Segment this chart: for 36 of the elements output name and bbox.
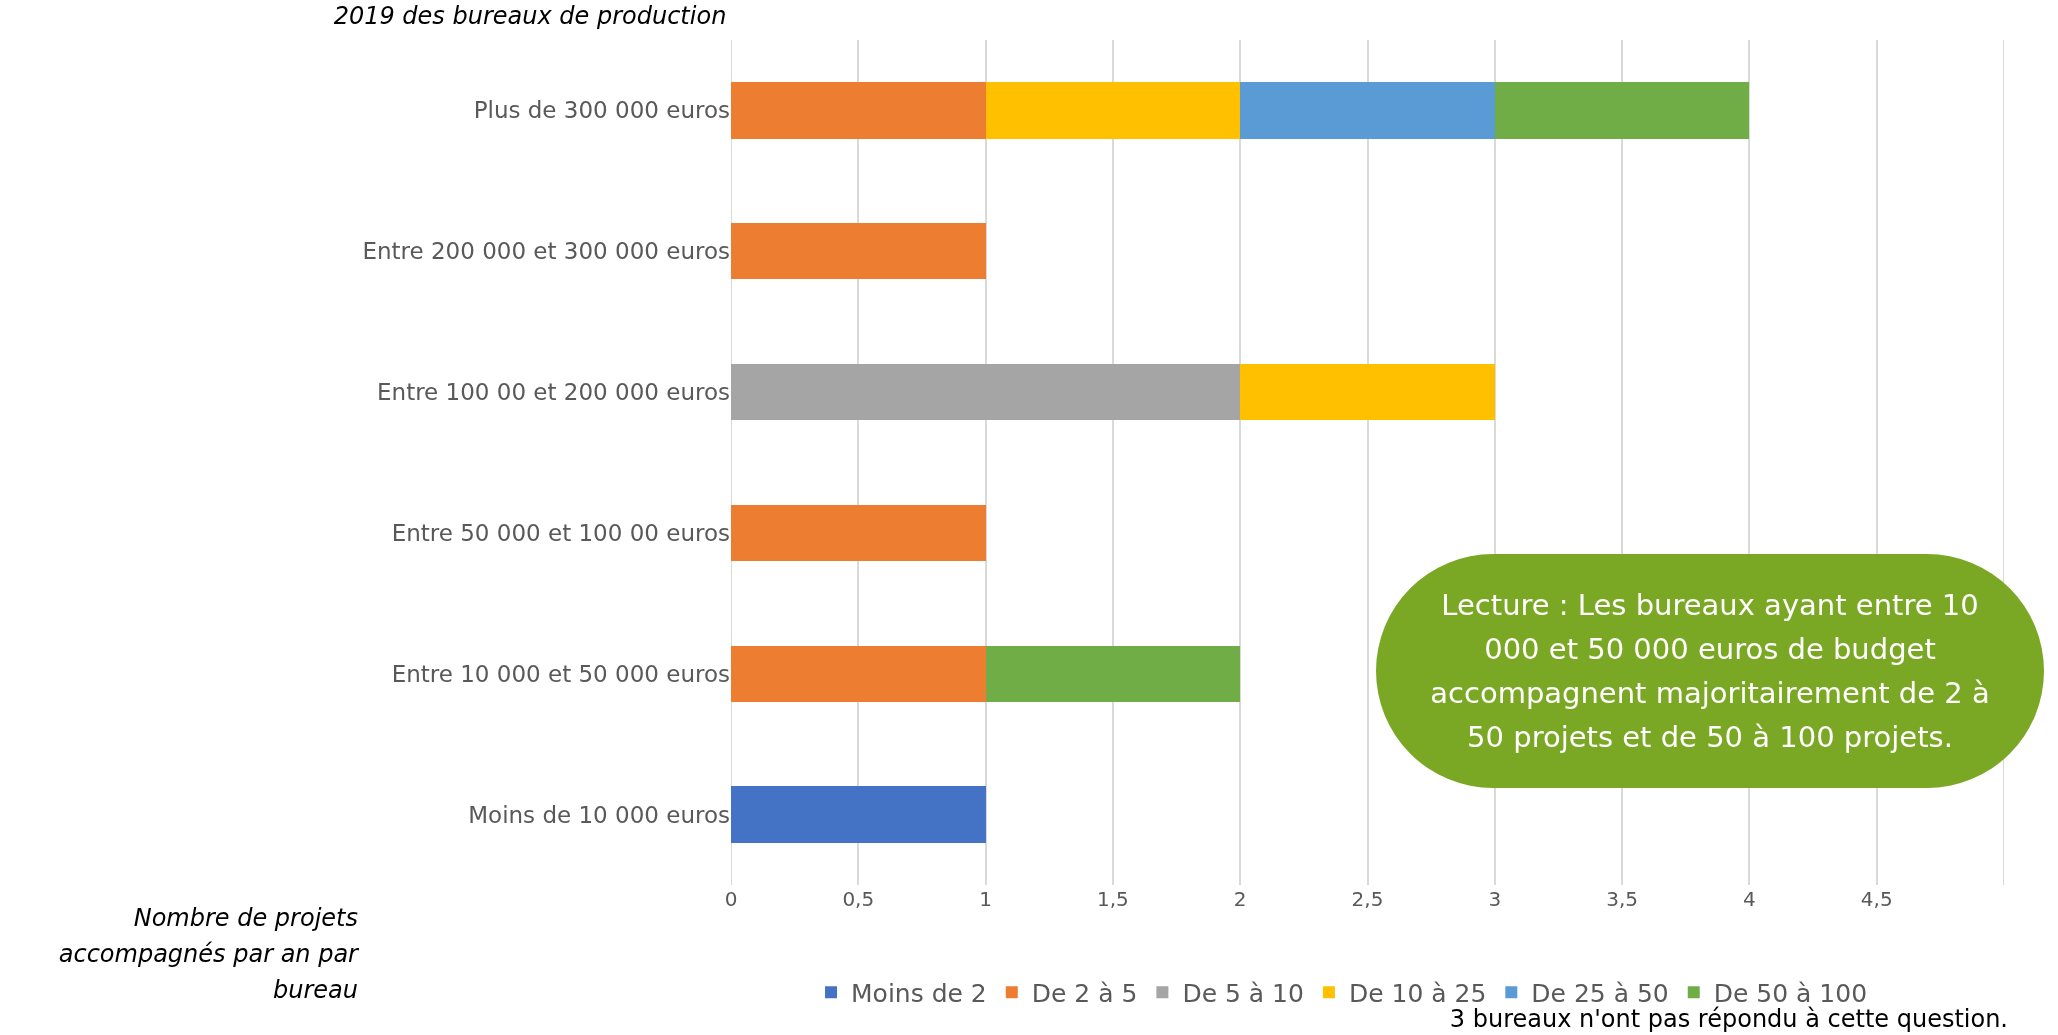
bar	[1494, 82, 1750, 139]
bar	[731, 82, 986, 139]
y-tick-label: Moins de 10 000 euros	[468, 801, 730, 828]
bar	[731, 223, 986, 280]
x-tick-label: 3,5	[1606, 887, 1639, 911]
x-tick-label: 2	[1233, 887, 1247, 911]
bar	[1240, 363, 1495, 421]
bar	[731, 786, 986, 843]
x-tick-label: 0	[724, 887, 738, 911]
bar	[985, 82, 1241, 139]
legend-label: De 25 à 50	[1531, 979, 1669, 1008]
y-tick-label: Entre 50 000 et 100 00 euros	[391, 519, 730, 546]
x-tick-label: 3	[1488, 887, 1502, 911]
x-tick-label: 4,5	[1860, 887, 1893, 911]
bar	[1240, 82, 1495, 139]
legend-label: De 2 à 5	[1031, 979, 1138, 1008]
x-tick-label: 2,5	[1351, 887, 1384, 911]
y-tick-label: Entre 100 00 et 200 000 euros	[377, 379, 730, 406]
legend-label: De 5 à 10	[1182, 979, 1304, 1008]
text: 2019 des bureaux de production	[332, 2, 728, 30]
y-tick-label: Plus de 300 000 euros	[473, 97, 730, 124]
y-tick-label: Entre 200 000 et 300 000 euros	[362, 238, 730, 265]
x-tick-label: 4	[1743, 887, 1756, 911]
legend-label: Moins de 2	[851, 979, 987, 1008]
bar	[985, 645, 1241, 702]
legend-label: De 10 à 25	[1348, 979, 1487, 1008]
text: 3 bureaux n'ont pas répondu à cette question.	[1449, 1005, 2008, 1033]
y-tick-label: Entre 10 000 et 50 000 euros	[391, 660, 730, 687]
x-tick-label: 0,5	[842, 887, 875, 911]
callout-box: Lecture : Les bureaux ayant entre 10 000 et 50 000 euros de budget accompagnent majoritairement de 2 à 50 projets et de 50 à 100 projets.	[1376, 554, 2044, 788]
x-tick-label: 1,5	[1096, 887, 1129, 911]
legend-title: Nombre de projets accompagnés par an par bureau	[57, 903, 358, 1006]
bar	[731, 363, 1241, 421]
x-tick-label: 1	[979, 887, 992, 911]
bar	[731, 645, 986, 702]
bar	[731, 504, 986, 562]
